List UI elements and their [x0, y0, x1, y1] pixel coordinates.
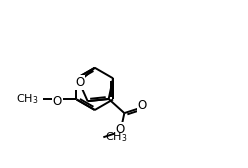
Text: CH$_3$: CH$_3$ [16, 93, 38, 106]
Text: O: O [53, 95, 62, 108]
Text: CH$_3$: CH$_3$ [105, 130, 127, 144]
Text: O: O [138, 99, 147, 112]
Text: O: O [75, 76, 85, 89]
Text: O: O [116, 123, 125, 136]
